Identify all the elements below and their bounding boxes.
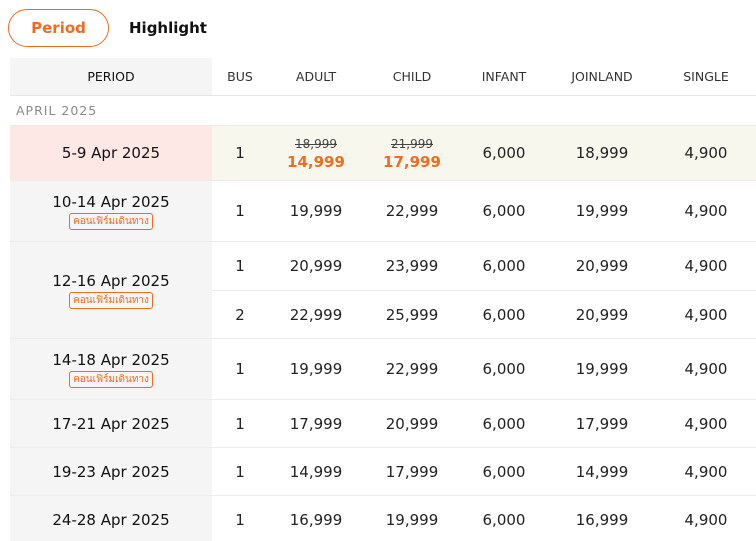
bus-cell: 1 [235, 202, 245, 220]
infant-price-cell: 6,000 [482, 462, 526, 481]
table-row[interactable]: 24-28 Apr 2025 1 16,999 19,999 6,000 16,… [10, 496, 756, 541]
table-row[interactable]: 17-21 Apr 2025 1 17,999 20,999 6,000 17,… [10, 400, 756, 448]
period-date: 5-9 Apr 2025 [61, 144, 161, 162]
infant-price-cell: 6,000 [482, 202, 526, 220]
single-price-cell: 4,900 [684, 257, 728, 275]
joinland-price-cell: 14,999 [575, 462, 629, 481]
period-cell: 10-14 Apr 2025 คอนเฟิร์มเดินทาง [10, 181, 212, 241]
adult-price-cell: 20,999 [289, 257, 343, 275]
bus-rows: 1 20,999 23,999 6,000 20,999 4,900 2 22,… [212, 242, 756, 338]
bus-cell: 2 [235, 305, 245, 324]
adult-sale-price: 14,999 [287, 153, 345, 171]
child-price-cell: 22,999 [385, 202, 439, 220]
child-old-price: 21,999 [391, 137, 433, 151]
single-price-cell: 4,900 [684, 510, 728, 529]
header-single: SINGLE [683, 69, 729, 84]
period-cell: 5-9 Apr 2025 [10, 126, 212, 180]
table-row-group[interactable]: 12-16 Apr 2025 คอนเฟิร์มเดินทาง 1 20,999… [10, 242, 756, 339]
bus-cell: 1 [235, 414, 245, 433]
tab-period[interactable]: Period [8, 9, 109, 47]
child-price-cell: 19,999 [385, 510, 439, 529]
confirmed-badge: คอนเฟิร์มเดินทาง [69, 370, 153, 388]
period-cell: 14-18 Apr 2025 คอนเฟิร์มเดินทาง [10, 339, 212, 399]
adult-price-cell: 22,999 [289, 305, 343, 324]
confirmed-badge: คอนเฟิร์มเดินทาง [69, 212, 153, 230]
infant-price-cell: 6,000 [482, 510, 526, 529]
period-date: 10-14 Apr 2025 [52, 192, 170, 211]
month-label: APRIL 2025 [10, 96, 756, 126]
table-row[interactable]: 10-14 Apr 2025 คอนเฟิร์มเดินทาง 1 19,999… [10, 181, 756, 242]
single-price-cell: 4,900 [684, 202, 728, 220]
single-price-cell: 4,900 [684, 462, 728, 481]
adult-price-cell: 16,999 [289, 510, 343, 529]
period-cell: 12-16 Apr 2025 คอนเฟิร์มเดินทาง [10, 242, 212, 338]
header-adult: ADULT [295, 69, 337, 84]
table-header: PERIOD BUS ADULT CHILD INFANT JOINLAND S… [10, 58, 756, 96]
adult-price-cell: 19,999 [289, 360, 343, 378]
header-infant: INFANT [481, 69, 527, 84]
bus-cell: 1 [235, 360, 245, 378]
single-price-cell: 4,900 [684, 305, 728, 324]
table-row[interactable]: 2 22,999 25,999 6,000 20,999 4,900 [212, 290, 756, 338]
table-row[interactable]: 14-18 Apr 2025 คอนเฟิร์มเดินทาง 1 19,999… [10, 339, 756, 400]
tab-bar: Period Highlight [8, 9, 207, 47]
single-price-cell: 4,900 [684, 144, 728, 162]
adult-old-price: 18,999 [295, 137, 337, 151]
joinland-price-cell: 20,999 [575, 257, 629, 275]
bus-cell: 1 [235, 462, 245, 481]
period-cell: 17-21 Apr 2025 [10, 400, 212, 447]
header-bus: BUS [227, 69, 253, 84]
child-price-cell: 25,999 [385, 305, 439, 324]
period-cell: 24-28 Apr 2025 [10, 496, 212, 541]
child-price-cell: 21,999 17,999 [364, 126, 460, 180]
joinland-price-cell: 20,999 [575, 305, 629, 324]
header-child: CHILD [392, 69, 432, 84]
header-period: PERIOD [10, 58, 212, 95]
adult-price-cell: 17,999 [289, 414, 343, 433]
table-row[interactable]: 5-9 Apr 2025 1 18,999 14,999 21,999 17,9… [10, 126, 756, 181]
period-date: 19-23 Apr 2025 [52, 462, 170, 481]
period-cell: 19-23 Apr 2025 [10, 448, 212, 495]
tab-highlight[interactable]: Highlight [129, 19, 207, 37]
infant-price-cell: 6,000 [482, 144, 526, 162]
period-date: 14-18 Apr 2025 [52, 350, 170, 369]
single-price-cell: 4,900 [684, 360, 728, 378]
joinland-price-cell: 18,999 [575, 144, 629, 162]
infant-price-cell: 6,000 [482, 414, 526, 433]
joinland-price-cell: 19,999 [575, 202, 629, 220]
table-row[interactable]: 19-23 Apr 2025 1 14,999 17,999 6,000 14,… [10, 448, 756, 496]
joinland-price-cell: 16,999 [575, 510, 629, 529]
period-date: 24-28 Apr 2025 [52, 510, 170, 529]
bus-cell: 1 [235, 257, 245, 275]
child-price-cell: 20,999 [385, 414, 439, 433]
adult-price-cell: 19,999 [289, 202, 343, 220]
infant-price-cell: 6,000 [482, 360, 526, 378]
bus-cell: 1 [235, 144, 245, 162]
bus-cell: 1 [235, 510, 245, 529]
joinland-price-cell: 17,999 [575, 414, 629, 433]
infant-price-cell: 6,000 [482, 305, 526, 324]
child-price-cell: 17,999 [385, 462, 439, 481]
child-sale-price: 17,999 [383, 153, 441, 171]
confirmed-badge: คอนเฟิร์มเดินทาง [69, 291, 153, 309]
period-date: 17-21 Apr 2025 [52, 414, 170, 433]
price-table: PERIOD BUS ADULT CHILD INFANT JOINLAND S… [10, 58, 756, 541]
single-price-cell: 4,900 [684, 414, 728, 433]
table-row[interactable]: 1 20,999 23,999 6,000 20,999 4,900 [212, 242, 756, 290]
joinland-price-cell: 19,999 [575, 360, 629, 378]
adult-price-cell: 14,999 [289, 462, 343, 481]
infant-price-cell: 6,000 [482, 257, 526, 275]
period-date: 12-16 Apr 2025 [52, 271, 170, 290]
adult-price-cell: 18,999 14,999 [268, 126, 364, 180]
header-joinland: JOINLAND [571, 69, 633, 84]
child-price-cell: 23,999 [385, 257, 439, 275]
child-price-cell: 22,999 [385, 360, 439, 378]
